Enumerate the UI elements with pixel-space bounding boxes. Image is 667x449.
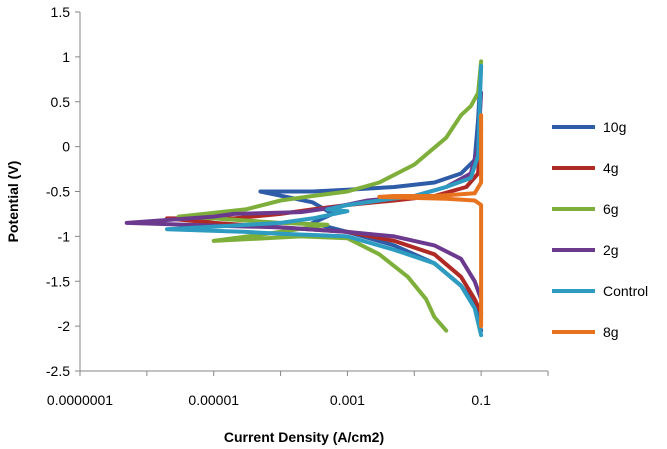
axes [75,11,549,376]
x-tick-label: 0.0000001 [47,392,113,408]
tick-labels: 1.5 1 0.5 0 -0.5 -1 -1.5 -2 -2.5 0.0000001 0.00001… [46,4,491,408]
axis-titles: Current Density (A/cm2) Potential (V) [5,161,384,445]
series-line-8g [377,113,484,329]
legend-label-10g: 10g [603,119,626,135]
series-line-4g [165,126,484,315]
y-tick-label: -1.5 [46,273,70,289]
x-tick-label: 0.001 [330,392,365,408]
y-tick-label: -0.5 [46,184,70,200]
legend: 10g 4g 6g 2g Control 8g [552,119,648,340]
legend-label-8g: 8g [603,324,619,340]
legend-label-4g: 4g [603,160,619,176]
y-tick-label: 0.5 [51,94,71,110]
legend-label-6g: 6g [603,201,619,217]
y-tick-label: -2.5 [46,363,70,379]
y-tick-label: -2 [58,318,71,334]
y-tick-label: -1 [58,228,71,244]
x-tick-label: 0.00001 [188,392,239,408]
y-tick-label: 1.5 [51,4,71,20]
legend-label-2g: 2g [603,242,619,258]
series-lines [124,59,484,338]
legend-label-control: Control [603,283,648,299]
x-axis-title: Current Density (A/cm2) [224,429,384,445]
series-line-control [165,63,484,338]
y-tick-label: 0 [62,139,70,155]
y-axis-title: Potential (V) [5,161,21,243]
x-tick-label: 0.1 [471,392,491,408]
y-tick-label: 1 [62,49,70,65]
